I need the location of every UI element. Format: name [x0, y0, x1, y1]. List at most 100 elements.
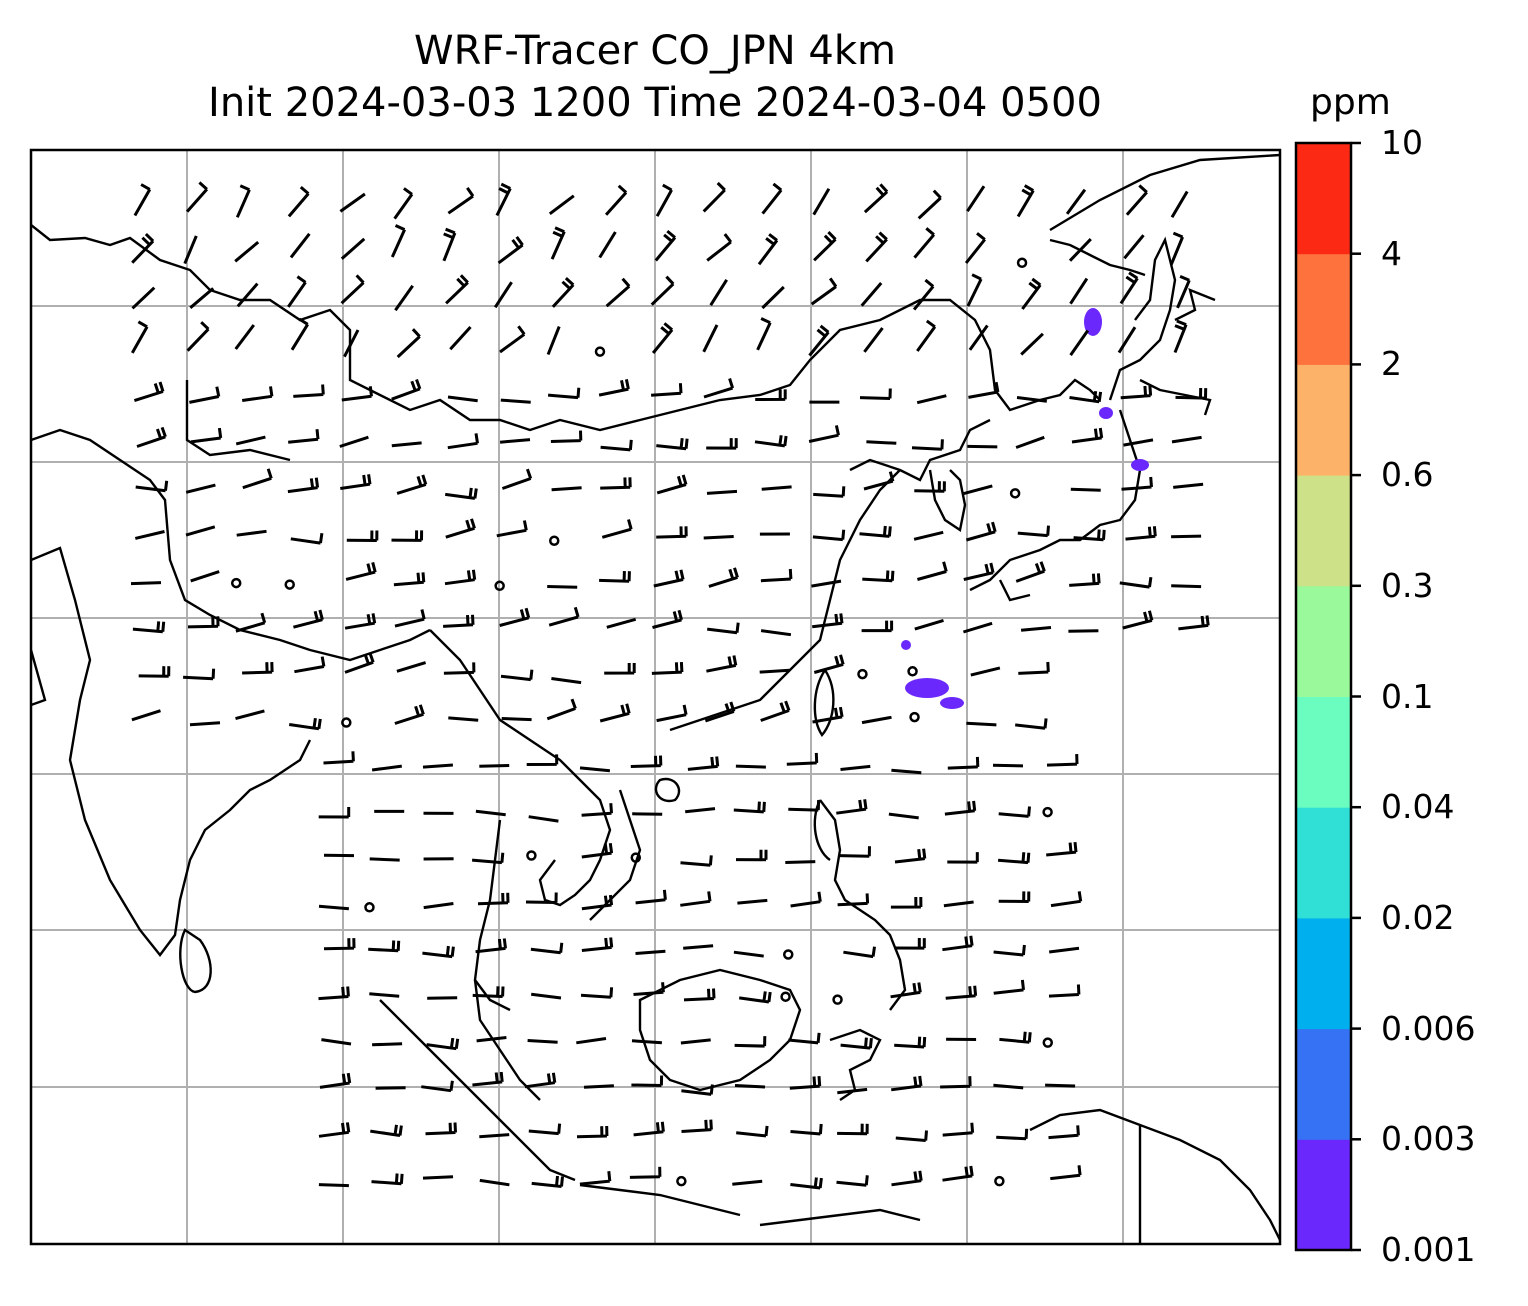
wind-barb: [472, 986, 505, 998]
wind-barb: [371, 1173, 404, 1186]
wind-barb: [422, 945, 455, 959]
colorbar-segment: [1296, 1028, 1351, 1140]
wind-barb: [1015, 561, 1046, 583]
wind-barb: [894, 848, 927, 864]
wind-barb: [703, 535, 734, 540]
colorbar-segment: [1296, 917, 1351, 1030]
wind-barb: [790, 1177, 823, 1190]
wind-barb: [709, 279, 728, 306]
wind-barb: [499, 325, 526, 354]
wind-barb: [528, 815, 559, 823]
wind-barb: [917, 189, 942, 220]
wind-barb: [500, 669, 534, 682]
wind-barb: [703, 378, 735, 399]
wind-barb: [708, 567, 739, 588]
wind-barb: [321, 1038, 352, 1046]
wind-barb: [866, 440, 897, 445]
wind-barb: [391, 530, 424, 542]
wind-barb: [687, 756, 720, 771]
colorbar-tick-label: 10: [1381, 123, 1423, 162]
wind-barb: [861, 715, 892, 725]
wind-barb: [812, 187, 831, 216]
wind-barb: [183, 235, 198, 265]
wind-barb: [1125, 526, 1157, 541]
wind-barb: [576, 1125, 609, 1139]
wind-barb: [343, 329, 360, 358]
wind-barb: [757, 233, 779, 266]
wind-barb: [812, 706, 844, 724]
wind-barb: [1050, 1165, 1082, 1181]
wind-barb: [447, 187, 475, 215]
wind-barb: [294, 656, 326, 674]
wind-barb: [525, 892, 558, 904]
wind-barb: [390, 224, 406, 258]
wind-barb: [500, 398, 531, 404]
wind-barb: [993, 979, 1025, 995]
wind-barb: [633, 982, 665, 996]
wind-barb: [293, 609, 324, 629]
wind-barb: [760, 700, 791, 722]
wind-barb: [340, 237, 366, 260]
colorbar-tick-label: 4: [1381, 233, 1402, 273]
map-frame: [29, 148, 1282, 1246]
wind-barb: [655, 183, 673, 217]
wind-barb: [344, 613, 377, 630]
wind-barb: [635, 949, 666, 955]
wind-barb: [236, 282, 259, 308]
wind-barb: [761, 485, 792, 491]
wind-barb: [633, 1121, 665, 1137]
wind-barb: [185, 483, 216, 494]
wind-barb: [891, 768, 922, 775]
wind-barb: [526, 754, 559, 766]
wind-barb: [370, 1124, 403, 1137]
calm-wind-marker: [832, 994, 843, 1005]
wind-barb: [683, 988, 716, 1002]
wind-barb: [472, 1071, 504, 1087]
wind-barb: [810, 277, 838, 306]
wind-barb: [368, 940, 401, 953]
wind-barb: [546, 698, 577, 721]
wind-barb: [1119, 576, 1153, 589]
wind-barb: [235, 709, 265, 721]
wind-barb: [790, 891, 822, 908]
wind-barb: [1123, 438, 1154, 447]
wind-barb: [475, 809, 506, 817]
calm-wind-marker: [782, 949, 794, 960]
wind-barb: [916, 319, 937, 352]
wind-barb: [735, 764, 766, 769]
wind-barb: [811, 579, 842, 588]
wind-barb: [859, 525, 892, 538]
wind-barb: [476, 1036, 507, 1043]
calm-wind-marker: [857, 668, 868, 680]
wind-barb: [754, 435, 788, 448]
wind-barb: [1015, 435, 1045, 449]
wind-barb: [323, 751, 355, 765]
colorbar-tick-label: 0.04: [1381, 787, 1455, 827]
colorbar-tick-label: 0.3: [1381, 565, 1434, 605]
wind-barb: [836, 799, 868, 815]
wind-barb: [965, 521, 997, 542]
wind-barb: [495, 182, 512, 217]
wind-barb: [1016, 184, 1035, 218]
wind-barb: [968, 381, 1000, 399]
wind-barb: [916, 561, 948, 581]
wind-barb: [895, 1130, 928, 1142]
wind-barb: [190, 570, 220, 583]
wind-barb: [812, 529, 846, 542]
wind-barb: [1176, 275, 1191, 309]
wind-barb: [527, 1039, 558, 1044]
wind-barb: [1069, 390, 1103, 404]
colorbar-tick-label: 0.001: [1381, 1230, 1476, 1269]
colorbar-tick-label: 0.006: [1381, 1008, 1476, 1048]
wind-barb: [185, 525, 216, 537]
wind-barb: [891, 1170, 923, 1187]
wind-barb: [1117, 326, 1137, 354]
wind-barb: [132, 621, 166, 634]
wind-barb: [756, 317, 772, 351]
wind-barb: [945, 985, 978, 1000]
wind-barb: [1045, 1083, 1076, 1088]
wind-barb: [1069, 573, 1101, 587]
wind-barb: [912, 278, 935, 311]
wind-barb: [444, 569, 477, 586]
